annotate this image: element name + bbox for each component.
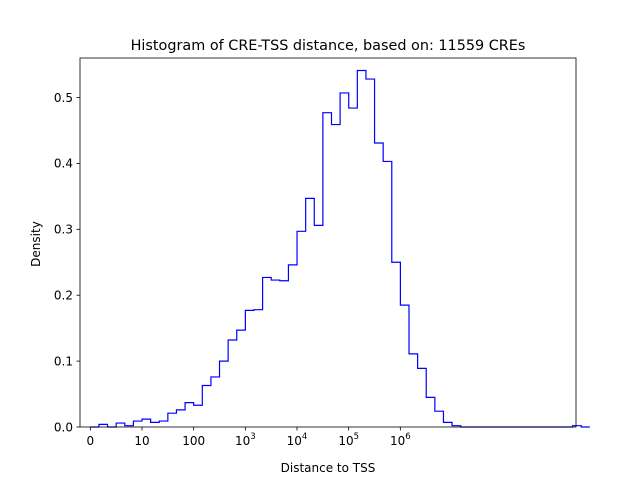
y-tick-label: 0.4 xyxy=(54,157,73,171)
x-tick-exponent: 5 xyxy=(354,432,359,442)
x-tick-exponent: 4 xyxy=(302,432,307,442)
y-tick-label: 0.1 xyxy=(54,354,73,368)
x-tick-exponent: 3 xyxy=(250,432,255,442)
y-axis-label: Density xyxy=(29,221,43,267)
x-tick-exponent: 6 xyxy=(405,432,410,442)
x-tick-label: 10 xyxy=(134,434,149,448)
x-tick-label: 100 xyxy=(182,434,205,448)
y-tick-label: 0.2 xyxy=(54,289,73,303)
x-axis-label: Distance to TSS xyxy=(281,461,376,475)
y-tick-label: 0.5 xyxy=(54,91,73,105)
y-tick-label: 0.3 xyxy=(54,223,73,237)
y-tick-label: 0.0 xyxy=(54,420,73,434)
x-tick-label: 0 xyxy=(87,434,95,448)
chart-title: Histogram of CRE-TSS distance, based on:… xyxy=(131,38,526,54)
axes-frame xyxy=(79,57,577,428)
